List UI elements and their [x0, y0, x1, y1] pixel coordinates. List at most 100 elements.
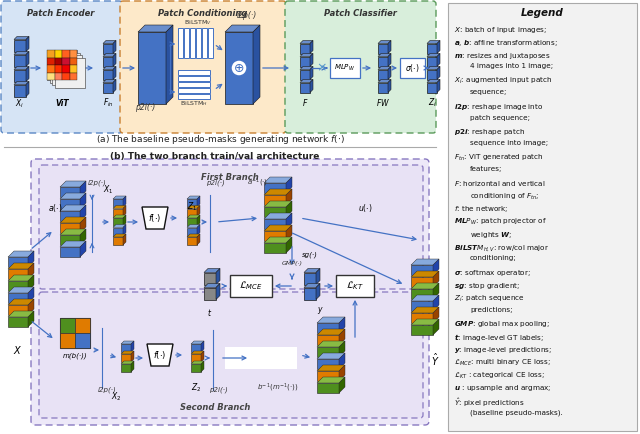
- Text: $\mathcal{L}_{MCE}$: multi binary CE loss;: $\mathcal{L}_{MCE}$: multi binary CE los…: [454, 358, 551, 368]
- Polygon shape: [433, 271, 439, 287]
- Bar: [60, 187, 80, 197]
- Text: BiLSTM$_H$: BiLSTM$_H$: [180, 99, 208, 108]
- Polygon shape: [191, 341, 204, 344]
- Polygon shape: [286, 213, 292, 229]
- Polygon shape: [427, 40, 440, 43]
- Polygon shape: [264, 213, 292, 219]
- Bar: [427, 82, 437, 92]
- Polygon shape: [131, 341, 134, 352]
- Text: $Z_i$: patch sequence: $Z_i$: patch sequence: [454, 294, 525, 304]
- Text: $b^{-1}(m^{-1}(\cdot))$: $b^{-1}(m^{-1}(\cdot))$: [257, 382, 299, 394]
- Bar: [264, 219, 286, 229]
- Text: $FW$: $FW$: [376, 98, 390, 108]
- Polygon shape: [14, 52, 29, 55]
- Bar: [62, 65, 70, 72]
- Bar: [187, 227, 197, 236]
- Polygon shape: [103, 66, 116, 69]
- Bar: [204, 287, 216, 299]
- Polygon shape: [197, 224, 200, 236]
- Polygon shape: [427, 53, 440, 56]
- Bar: [113, 227, 123, 236]
- Text: sequence into image;: sequence into image;: [470, 140, 548, 146]
- Bar: [317, 335, 339, 345]
- Text: features;: features;: [470, 166, 502, 172]
- Bar: [378, 43, 388, 53]
- Polygon shape: [264, 237, 292, 243]
- Polygon shape: [103, 53, 116, 56]
- Bar: [317, 359, 339, 369]
- Polygon shape: [317, 353, 345, 359]
- Bar: [113, 208, 123, 217]
- Bar: [47, 50, 54, 57]
- Bar: [62, 72, 70, 80]
- Polygon shape: [316, 283, 320, 299]
- Polygon shape: [437, 53, 440, 66]
- Polygon shape: [80, 205, 86, 221]
- Text: Legend: Legend: [521, 8, 564, 18]
- Text: GMP(·): GMP(·): [282, 262, 303, 266]
- Polygon shape: [411, 307, 439, 313]
- Polygon shape: [286, 201, 292, 217]
- Text: (baseline pseudo-masks).: (baseline pseudo-masks).: [470, 409, 563, 415]
- Bar: [70, 72, 77, 80]
- Bar: [70, 50, 77, 57]
- Polygon shape: [26, 66, 29, 82]
- Polygon shape: [197, 215, 200, 226]
- Polygon shape: [317, 329, 345, 335]
- FancyBboxPatch shape: [39, 292, 423, 418]
- Text: $\boldsymbol{sg}$: stop gradient;: $\boldsymbol{sg}$: stop gradient;: [454, 281, 520, 291]
- Polygon shape: [437, 40, 440, 53]
- Text: p2i(·): p2i(·): [209, 387, 227, 393]
- Bar: [8, 281, 28, 291]
- Text: m(b(·)): m(b(·)): [63, 353, 87, 359]
- Circle shape: [231, 60, 247, 76]
- Text: sg(·): sg(·): [302, 252, 318, 258]
- Text: $Z_i$: $Z_i$: [428, 97, 436, 109]
- Bar: [264, 183, 286, 193]
- FancyBboxPatch shape: [285, 1, 436, 133]
- Bar: [121, 354, 131, 362]
- Polygon shape: [113, 224, 126, 227]
- Polygon shape: [437, 66, 440, 79]
- Polygon shape: [113, 234, 126, 237]
- Polygon shape: [433, 307, 439, 323]
- Text: $\hat{Y}$: pixel predictions: $\hat{Y}$: pixel predictions: [454, 396, 525, 408]
- Polygon shape: [378, 79, 391, 82]
- Bar: [184, 28, 189, 58]
- Text: $f(\cdot)$: $f(\cdot)$: [148, 212, 162, 224]
- Text: Second Branch: Second Branch: [180, 404, 250, 412]
- Polygon shape: [121, 341, 134, 344]
- Bar: [378, 82, 388, 92]
- Polygon shape: [378, 40, 391, 43]
- Text: $\boldsymbol{t}$: image-level GT labels;: $\boldsymbol{t}$: image-level GT labels;: [454, 332, 544, 343]
- Bar: [60, 199, 80, 209]
- Polygon shape: [80, 181, 86, 197]
- Bar: [8, 269, 28, 279]
- Polygon shape: [8, 311, 34, 317]
- Polygon shape: [433, 295, 439, 311]
- Polygon shape: [8, 275, 34, 281]
- Text: BiLSTM$_V$: BiLSTM$_V$: [184, 19, 212, 27]
- Polygon shape: [60, 241, 86, 247]
- Bar: [225, 32, 253, 104]
- Bar: [62, 57, 70, 65]
- Text: $\boldsymbol{y}$: image-level predictions;: $\boldsymbol{y}$: image-level prediction…: [454, 345, 552, 355]
- Text: $t$: $t$: [207, 306, 212, 318]
- Polygon shape: [8, 251, 34, 257]
- Bar: [47, 50, 77, 80]
- Text: $\mathcal{L}_{MCE}$: $\mathcal{L}_{MCE}$: [239, 279, 263, 293]
- Polygon shape: [80, 217, 86, 233]
- Bar: [60, 211, 80, 221]
- Bar: [54, 72, 62, 80]
- Polygon shape: [310, 40, 313, 53]
- Bar: [60, 247, 80, 257]
- Bar: [208, 28, 213, 58]
- Bar: [178, 28, 183, 58]
- Bar: [191, 344, 201, 352]
- Text: ViT: ViT: [55, 99, 69, 108]
- Text: (b) The two branch train/val architecture: (b) The two branch train/val architectur…: [110, 152, 320, 161]
- Polygon shape: [300, 79, 313, 82]
- Bar: [103, 56, 113, 66]
- Polygon shape: [286, 225, 292, 241]
- Polygon shape: [310, 79, 313, 92]
